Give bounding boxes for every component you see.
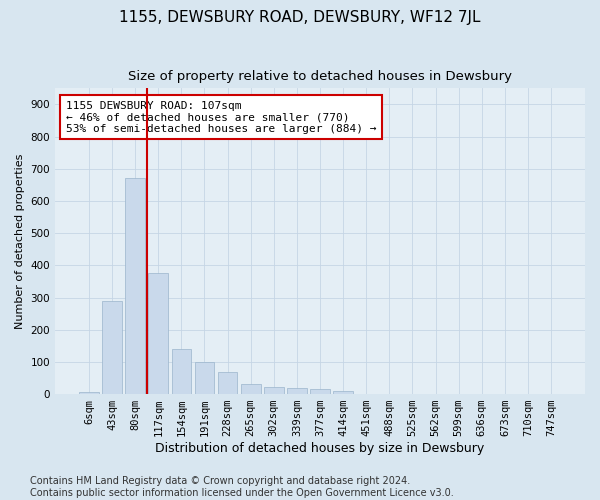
X-axis label: Distribution of detached houses by size in Dewsbury: Distribution of detached houses by size …: [155, 442, 485, 455]
Bar: [334, 391, 353, 394]
Bar: [264, 387, 284, 394]
Y-axis label: Number of detached properties: Number of detached properties: [15, 154, 25, 329]
Bar: [148, 274, 168, 394]
Bar: [79, 392, 99, 394]
Bar: [102, 300, 122, 394]
Text: Contains HM Land Registry data © Crown copyright and database right 2024.
Contai: Contains HM Land Registry data © Crown c…: [30, 476, 454, 498]
Bar: [287, 388, 307, 394]
Bar: [218, 372, 238, 394]
Bar: [241, 384, 260, 394]
Bar: [125, 178, 145, 394]
Title: Size of property relative to detached houses in Dewsbury: Size of property relative to detached ho…: [128, 70, 512, 83]
Text: 1155 DEWSBURY ROAD: 107sqm
← 46% of detached houses are smaller (770)
53% of sem: 1155 DEWSBURY ROAD: 107sqm ← 46% of deta…: [65, 100, 376, 134]
Bar: [310, 390, 330, 394]
Text: 1155, DEWSBURY ROAD, DEWSBURY, WF12 7JL: 1155, DEWSBURY ROAD, DEWSBURY, WF12 7JL: [119, 10, 481, 25]
Bar: [194, 362, 214, 394]
Bar: [172, 349, 191, 394]
